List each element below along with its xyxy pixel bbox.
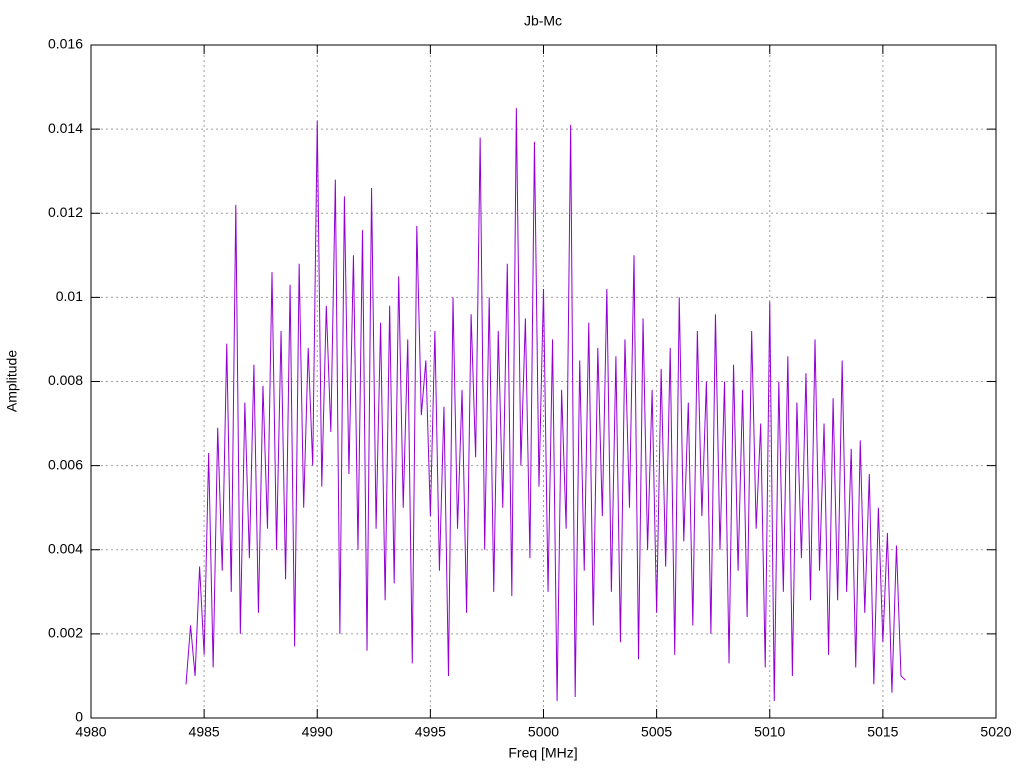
y-tick-label: 0.002 — [48, 625, 83, 641]
x-tick-label: 5000 — [528, 724, 559, 740]
data-line — [185, 108, 906, 702]
y-tick-label: 0.012 — [48, 204, 83, 220]
y-tick-label: 0.008 — [48, 372, 83, 388]
x-axis-label: Freq [MHz] — [508, 745, 577, 761]
chart-title: Jb-Mc — [524, 13, 562, 29]
y-tick-label: 0.01 — [56, 288, 83, 304]
x-tick-label: 4985 — [189, 724, 220, 740]
x-tick-label: 5015 — [867, 724, 898, 740]
y-tick-label: 0 — [75, 709, 83, 725]
x-tick-label: 5010 — [754, 724, 785, 740]
x-tick-label: 4995 — [415, 724, 446, 740]
y-axis-label: Amplitude — [4, 350, 20, 412]
plot-border — [90, 44, 997, 719]
x-tick-label: 5020 — [980, 724, 1011, 740]
x-tick-label: 4980 — [75, 724, 106, 740]
y-tick-label: 0.006 — [48, 456, 83, 472]
x-tick-label: 4990 — [302, 724, 333, 740]
y-tick-label: 0.016 — [48, 36, 83, 52]
y-tick-label: 0.014 — [48, 120, 83, 136]
y-tick-label: 0.004 — [48, 540, 83, 556]
x-tick-label: 5005 — [641, 724, 672, 740]
